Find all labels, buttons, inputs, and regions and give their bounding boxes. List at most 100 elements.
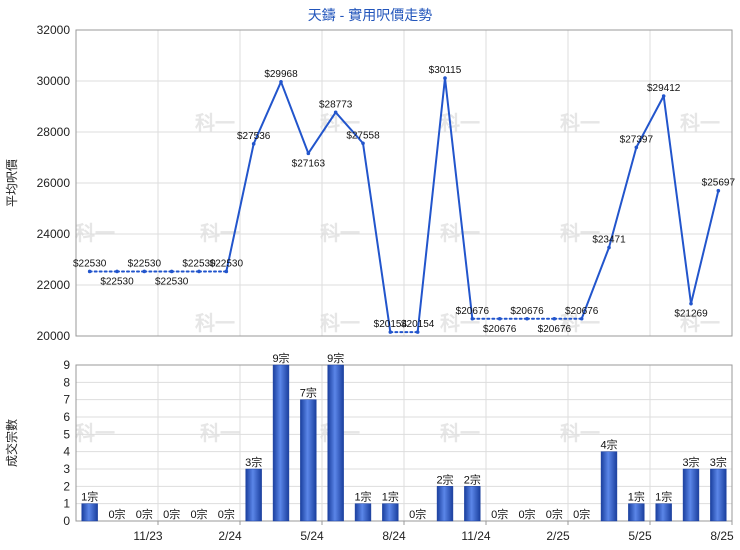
price-data-label: $27558 xyxy=(346,130,380,141)
price-data-label: $25697 xyxy=(702,178,736,189)
volume-bar xyxy=(300,399,317,522)
price-line-segment xyxy=(280,80,310,155)
watermark-text: 科一 xyxy=(75,421,115,445)
volume-bar xyxy=(436,486,454,522)
volume-data-label: 0宗 xyxy=(218,507,235,521)
price-line-segment xyxy=(608,146,638,249)
watermark-text: 科一 xyxy=(560,111,600,135)
volume-y-tick-label: 0 xyxy=(63,514,70,528)
price-line-segment xyxy=(635,94,665,149)
watermark-text: 科一 xyxy=(440,221,480,245)
price-data-label: $20154 xyxy=(374,319,408,330)
price-y-tick-label: 30000 xyxy=(37,74,71,88)
price-point xyxy=(87,269,92,274)
watermark-text: 科一 xyxy=(560,311,600,335)
price-line-panel: 20000 22000 24000 26000 28000 30000 32000 平均呎價… xyxy=(5,23,735,343)
watermark-text: 科一 xyxy=(195,311,235,335)
volume-data-label: 9宗 xyxy=(272,351,289,365)
watermark-text: 科一 xyxy=(195,111,235,135)
volume-bar xyxy=(327,364,344,522)
price-point xyxy=(306,151,311,156)
volume-y-tick-label: 3 xyxy=(63,462,70,476)
price-y-tick-label: 32000 xyxy=(37,23,71,37)
price-point xyxy=(552,316,557,321)
price-series-line xyxy=(87,76,721,334)
price-grid xyxy=(76,29,732,337)
price-point xyxy=(443,76,447,80)
price-line-segment xyxy=(580,246,610,320)
volume-bar xyxy=(682,468,700,522)
watermark-text: 科一 xyxy=(560,421,600,445)
volume-data-label: 2宗 xyxy=(464,472,481,486)
price-y-tick-label: 26000 xyxy=(37,176,71,190)
price-data-label: $27163 xyxy=(292,158,326,169)
watermark-text: 科一 xyxy=(200,421,240,445)
x-tick-label: 11/23 xyxy=(133,529,162,543)
volume-bar xyxy=(600,451,618,522)
volume-bar xyxy=(710,468,727,522)
price-point xyxy=(415,330,420,334)
volume-y-tick-label: 7 xyxy=(63,393,70,407)
price-point xyxy=(197,269,201,274)
volume-data-label: 0宗 xyxy=(573,507,590,521)
volume-data-label: 3宗 xyxy=(682,455,699,469)
volume-data-label: 0宗 xyxy=(518,507,535,521)
price-data-label: $20676 xyxy=(456,306,490,317)
volume-y-tick-label: 6 xyxy=(63,410,70,424)
price-point xyxy=(716,188,721,193)
watermark-layer: 科一科一科一科一科一科一科一科一科一科一科一科一科一科一科一科一科一科一科一科一 xyxy=(75,111,720,445)
volume-data-label: 1宗 xyxy=(354,490,371,504)
x-tick-label: 11/24 xyxy=(461,529,490,543)
price-line-segment xyxy=(334,111,364,145)
price-point xyxy=(470,316,475,321)
price-data-label: $22530 xyxy=(210,258,244,269)
price-point xyxy=(333,110,338,115)
x-tick-label: 5/25 xyxy=(628,529,652,543)
volume-data-label: 3宗 xyxy=(710,455,727,469)
volume-data-label: 7宗 xyxy=(300,386,317,400)
x-tick-label: 2/25 xyxy=(546,529,570,543)
price-y-ticks: 20000 22000 24000 26000 28000 30000 32000 xyxy=(37,23,71,343)
price-line-segment xyxy=(252,80,282,145)
price-data-label: $20676 xyxy=(483,324,517,335)
volume-data-label: 2宗 xyxy=(436,472,453,486)
price-data-label: $20676 xyxy=(510,306,544,317)
x-tick-label: 8/24 xyxy=(382,529,406,543)
volume-data-label: 3宗 xyxy=(245,455,262,469)
watermark-text: 科一 xyxy=(680,111,720,135)
price-point xyxy=(388,330,393,334)
price-point xyxy=(115,269,119,274)
price-point xyxy=(634,145,639,150)
volume-data-labels: 1宗 0宗 0宗 0宗 0宗 0宗 3宗 9宗 7宗 9宗 1宗 1宗 0宗 2宗 2宗 0宗 0宗 0宗 0宗 4宗… xyxy=(81,351,727,521)
price-y-tick-label: 28000 xyxy=(37,125,71,139)
price-data-label: $22530 xyxy=(182,258,216,269)
volume-bar xyxy=(464,486,481,522)
price-y-tick-label: 24000 xyxy=(37,227,71,241)
price-point xyxy=(169,269,174,274)
watermark-text: 科一 xyxy=(680,311,720,335)
price-data-label: $29968 xyxy=(264,69,298,80)
watermark-text: 科一 xyxy=(320,311,360,335)
watermark-text: 科一 xyxy=(560,221,600,245)
price-point xyxy=(607,245,611,250)
price-data-label: $23471 xyxy=(592,234,626,245)
price-data-label: $22530 xyxy=(73,258,107,269)
volume-bar xyxy=(354,503,372,522)
price-line-segment xyxy=(662,94,692,305)
price-line-segment xyxy=(225,142,255,273)
price-data-label: $29412 xyxy=(647,83,681,94)
price-point xyxy=(361,141,365,146)
volume-data-label: 1宗 xyxy=(81,490,98,504)
price-line-segment xyxy=(690,189,720,305)
volume-data-label: 1宗 xyxy=(382,490,399,504)
price-line-segment xyxy=(416,77,446,334)
x-tick-label: 8/25 xyxy=(710,529,734,543)
volume-data-label: 0宗 xyxy=(136,507,153,521)
price-point xyxy=(497,316,502,321)
watermark-text: 科一 xyxy=(75,221,115,245)
price-point xyxy=(661,94,666,98)
price-y-tick-label: 20000 xyxy=(37,329,71,343)
volume-bar xyxy=(628,503,645,522)
price-line-segment xyxy=(444,77,474,320)
